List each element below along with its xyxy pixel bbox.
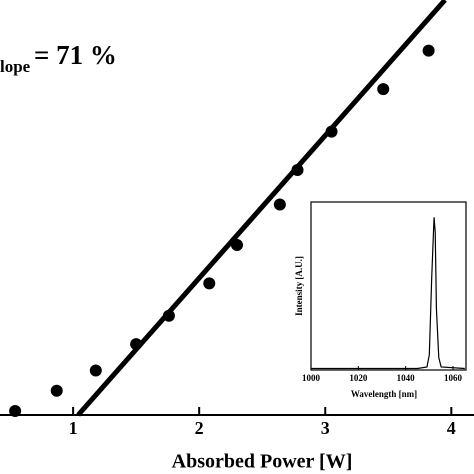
x-tick-label: 1020 [349, 373, 368, 383]
x-tick-label: 1000 [302, 373, 321, 383]
data-point [89, 364, 102, 377]
data-point [9, 404, 22, 417]
data-point [422, 44, 435, 57]
x-tick-label: 4 [447, 418, 456, 438]
inset-y-label: Intensity [A.U.] [294, 256, 304, 316]
annotation-sub: lope [0, 57, 31, 76]
spectrum-line [311, 217, 465, 370]
x-tick-label: 1 [69, 418, 78, 438]
x-tick-label: 1060 [444, 373, 463, 383]
x-axis-label: Absorbed Power [W] [172, 451, 353, 473]
data-point [377, 83, 390, 96]
x-tick-label: 2 [195, 418, 204, 438]
x-tick-label: 3 [321, 418, 330, 438]
data-point [203, 277, 216, 290]
x-tick-label: 1040 [397, 373, 416, 383]
fit-line [76, 0, 447, 417]
annotation: = 71 % [34, 40, 117, 70]
data-point [50, 384, 63, 397]
inset-x-label: Wavelength [nm] [351, 389, 417, 399]
inset-frame [310, 201, 467, 371]
data-point [273, 198, 286, 211]
